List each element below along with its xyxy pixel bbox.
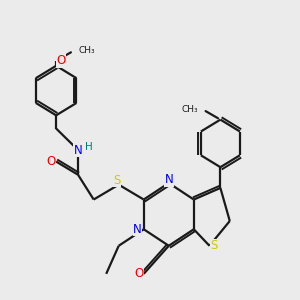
Text: S: S [210, 239, 218, 252]
Text: O: O [56, 54, 65, 67]
Text: N: N [74, 143, 82, 157]
Text: O: O [134, 267, 144, 280]
Text: N: N [164, 173, 173, 186]
Text: CH₃: CH₃ [182, 104, 199, 113]
Text: CH₃: CH₃ [78, 46, 95, 55]
Text: O: O [46, 155, 55, 168]
Text: S: S [113, 174, 121, 187]
Text: H: H [85, 142, 93, 152]
Text: N: N [133, 223, 142, 236]
